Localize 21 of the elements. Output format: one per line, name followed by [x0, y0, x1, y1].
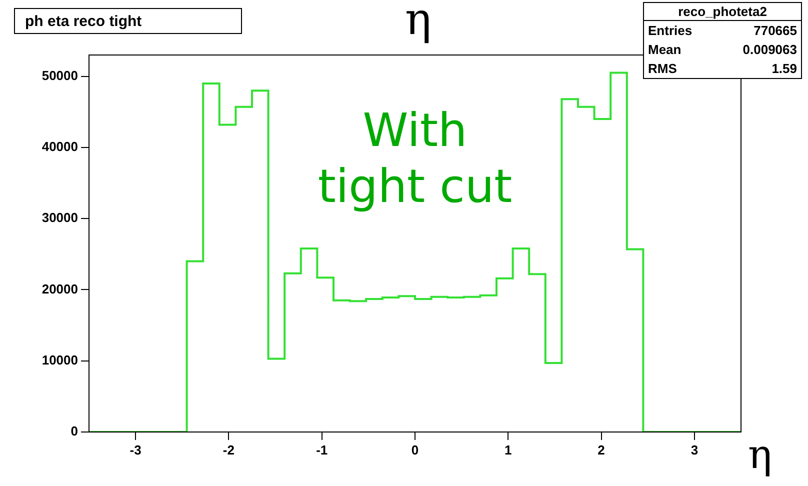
y-tick-label: 0	[70, 424, 78, 439]
text: Entries 770665	[648, 23, 797, 38]
annotation: With tight cut	[316, 102, 514, 214]
y-tick-label: 30000	[42, 210, 78, 226]
x-tick-label: -2	[222, 442, 234, 458]
text: reco_photeta2	[644, 3, 801, 21]
y-tick-label: 10000	[42, 352, 78, 368]
x-tick-label: 1	[504, 442, 512, 458]
x-tick-label: 3	[690, 442, 698, 458]
x-tick-label: 0	[411, 442, 419, 458]
x-tick-label: 2	[598, 442, 605, 458]
text: Mean 0.009063	[648, 42, 797, 57]
chart-subtitle: η	[405, 0, 432, 45]
text: RMS 1.59	[648, 61, 797, 76]
y-tick-label: 50000	[42, 68, 78, 83]
chart-title: ph eta reco tight	[14, 8, 242, 34]
x-tick-label: -1	[316, 442, 328, 458]
x-axis-title: η	[748, 432, 772, 478]
y-tick-label: 20000	[42, 281, 78, 296]
y-tick-label: 40000	[42, 139, 78, 154]
x-tick-label: -3	[130, 442, 142, 458]
